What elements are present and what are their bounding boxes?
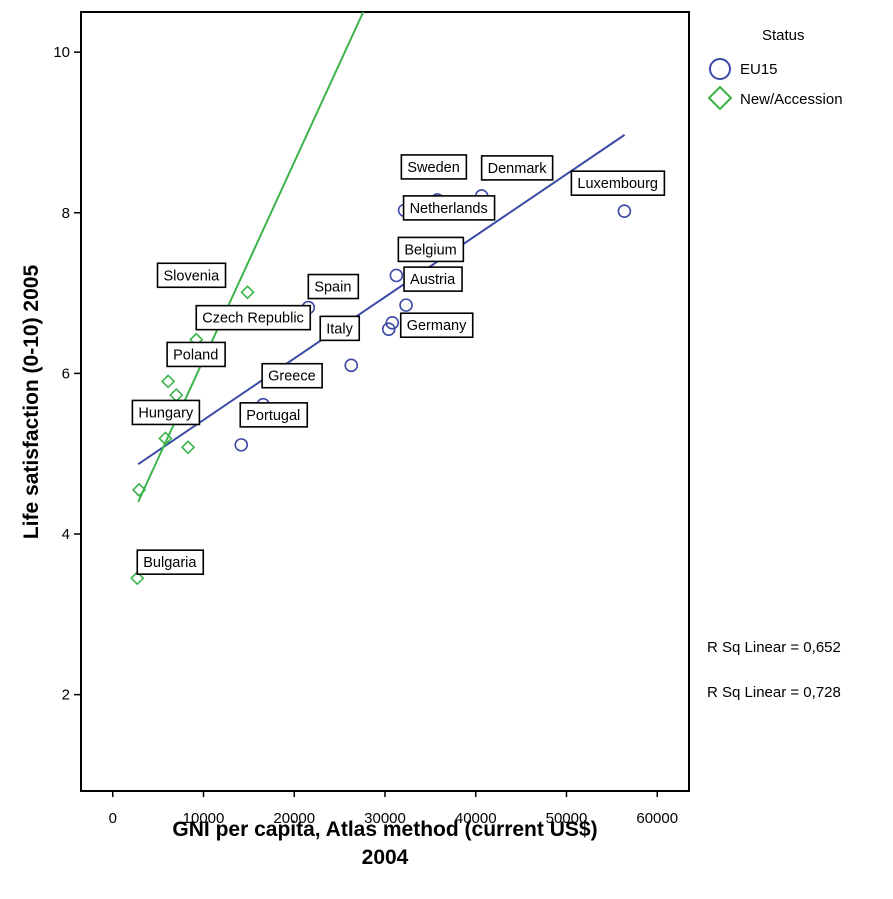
point-label-box-czech-republic <box>195 304 312 331</box>
point-label-text-bulgaria: Bulgaria <box>143 555 197 571</box>
legend-marker-new-accession <box>707 85 733 111</box>
point-label-box-belgium <box>397 236 465 263</box>
point-new-accession-5 <box>180 440 196 455</box>
y-axis-title: Life satisfaction (0-10) 2005 <box>20 265 43 540</box>
x-axis-title-line-2: 2004 <box>362 846 409 869</box>
point-label-luxembourg: Luxembourg <box>570 170 666 196</box>
point-label-box-italy <box>319 315 361 342</box>
point-label-box-austria <box>403 266 463 292</box>
points-layer <box>130 189 632 586</box>
point-belgium <box>389 268 404 283</box>
y-tick-label-8: 8 <box>62 205 70 222</box>
point-label-box-sweden <box>400 154 468 180</box>
x-tick-label-50000: 50000 <box>546 810 588 827</box>
point-label-box-spain <box>307 273 360 300</box>
legend-marker-eu15 <box>709 58 731 80</box>
fit-line-new-accession <box>137 11 365 503</box>
point-label-box-bulgaria <box>136 549 205 575</box>
point-label-spain: Spain <box>307 273 360 300</box>
point-bulgaria <box>130 571 145 586</box>
point-label-portugal: Portugal <box>239 402 309 428</box>
point-label-box-hungary <box>131 399 201 426</box>
point-eu15-8 <box>385 315 400 330</box>
point-label-text-germany: Germany <box>407 318 467 334</box>
point-label-text-greece: Greece <box>268 369 316 385</box>
point-austria <box>399 298 413 312</box>
y-tick-label-4: 4 <box>62 526 70 543</box>
point-label-poland: Poland <box>166 341 226 368</box>
point-label-text-spain: Spain <box>314 280 351 296</box>
point-label-box-slovenia <box>156 262 227 289</box>
point-label-text-poland: Poland <box>173 347 218 363</box>
point-label-text-slovenia: Slovenia <box>164 268 221 284</box>
point-label-denmark: Denmark <box>480 155 554 181</box>
point-label-text-austria: Austria <box>410 272 456 288</box>
point-germany <box>381 322 396 337</box>
legend: Status EU15 New/Accession <box>707 27 843 111</box>
point-label-text-italy: Italy <box>326 321 353 337</box>
point-label-hungary: Hungary <box>131 399 201 426</box>
x-tick-label-0: 0 <box>109 810 117 827</box>
point-label-box-greece <box>261 362 323 389</box>
point-luxembourg <box>617 204 632 218</box>
point-label-box-netherlands <box>402 195 496 221</box>
legend-title: Status <box>762 27 805 44</box>
x-tick-label-40000: 40000 <box>455 810 497 827</box>
point-label-text-sweden: Sweden <box>407 160 459 176</box>
point-portugal <box>234 438 249 452</box>
y-tick-label-6: 6 <box>62 365 70 382</box>
point-label-text-denmark: Denmark <box>488 161 548 177</box>
point-label-text-netherlands: Netherlands <box>410 201 488 217</box>
point-label-box-denmark <box>480 155 554 181</box>
point-label-box-poland <box>166 341 226 368</box>
point-new-accession-6 <box>131 482 147 497</box>
point-new-accession-3 <box>169 387 184 403</box>
point-poland <box>160 374 176 389</box>
point-label-belgium: Belgium <box>397 236 465 263</box>
ticks-layer: 0 10000 20000 30000 40000 50000 60000 2 4 6 8 10 <box>53 44 678 827</box>
point-label-sweden: Sweden <box>400 154 468 180</box>
point-label-box-germany <box>399 312 474 339</box>
point-slovenia <box>240 285 255 300</box>
legend-label-new-accession: New/Accession <box>740 91 843 108</box>
point-labels-layer: Luxembourg Denmark Sweden Netherlands Belgiu… <box>131 154 666 575</box>
y-tick-label-2: 2 <box>62 687 70 704</box>
point-label-italy: Italy <box>319 315 361 342</box>
point-label-austria: Austria <box>403 266 463 292</box>
point-label-box-portugal <box>239 402 309 428</box>
point-label-text-luxembourg: Luxembourg <box>577 176 658 192</box>
point-label-netherlands: Netherlands <box>402 195 496 221</box>
x-tick-label-10000: 10000 <box>183 810 225 827</box>
r-sq-annotation-1: R Sq Linear = 0,652 <box>707 639 841 656</box>
point-label-text-belgium: Belgium <box>404 242 456 258</box>
point-label-text-czech-republic: Czech Republic <box>202 311 304 327</box>
point-label-bulgaria: Bulgaria <box>136 549 205 575</box>
x-axis-title-line-1: GNI per capita, Atlas method (current US… <box>172 818 597 841</box>
point-hungary <box>158 431 173 446</box>
point-italy <box>344 358 359 373</box>
x-tick-label-30000: 30000 <box>364 810 406 827</box>
point-label-text-hungary: Hungary <box>138 405 194 421</box>
x-tick-label-20000: 20000 <box>273 810 315 827</box>
fit-lines-layer <box>137 11 626 503</box>
legend-label-eu15: EU15 <box>740 61 778 78</box>
fit-line-eu15 <box>137 134 626 465</box>
point-label-germany: Germany <box>399 312 474 339</box>
r-sq-annotation-2: R Sq Linear = 0,728 <box>707 684 841 701</box>
point-label-greece: Greece <box>261 362 323 389</box>
point-label-czech-republic: Czech Republic <box>195 304 312 331</box>
x-tick-label-60000: 60000 <box>636 810 678 827</box>
point-label-box-luxembourg <box>570 170 666 196</box>
y-tick-label-10: 10 <box>53 44 70 61</box>
point-label-slovenia: Slovenia <box>156 262 227 289</box>
point-label-text-portugal: Portugal <box>246 408 300 424</box>
